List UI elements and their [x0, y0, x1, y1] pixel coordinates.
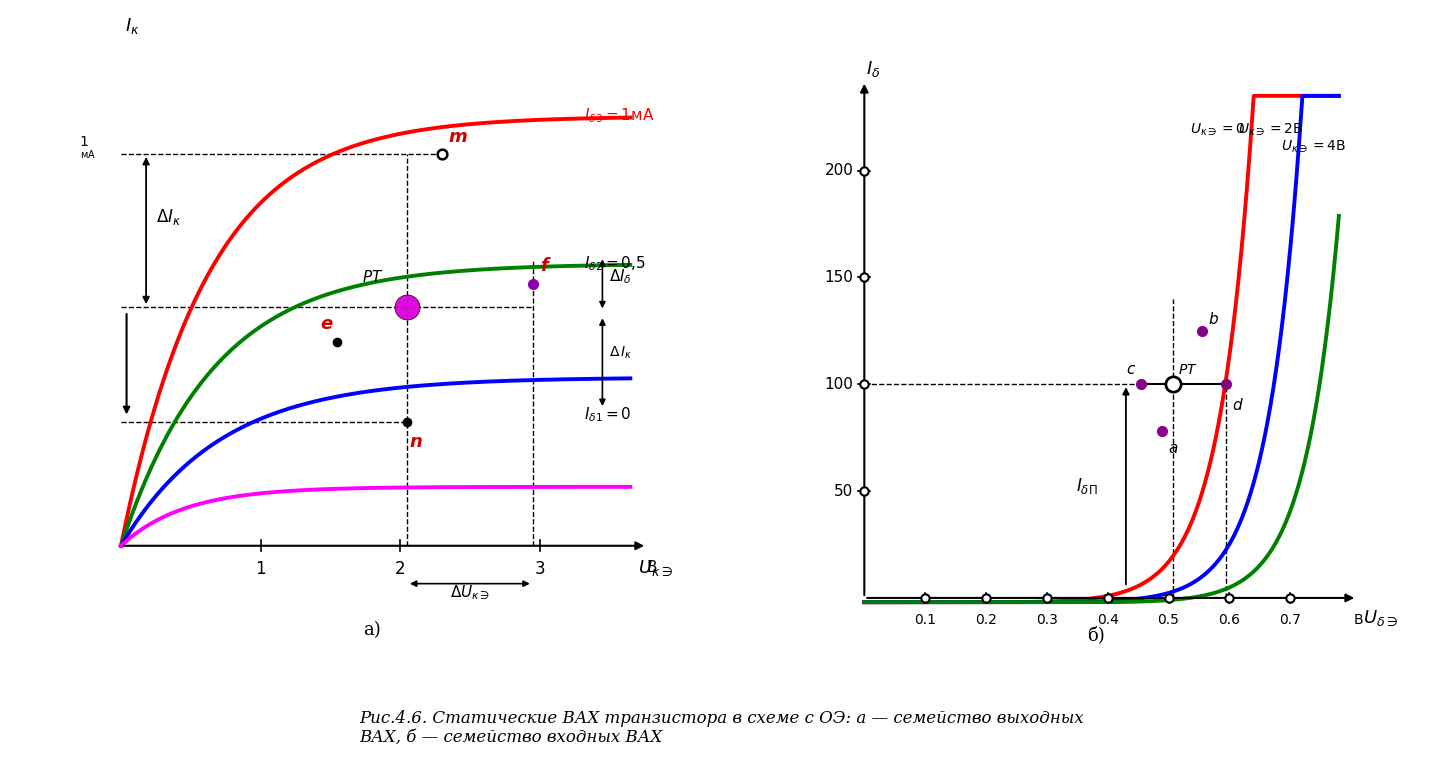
Text: $\Delta I_{\kappa}$: $\Delta I_{\kappa}$ — [156, 207, 180, 227]
Text: $U_{\kappa\ni}=2\mathsf{В}$: $U_{\kappa\ni}=2\mathsf{В}$ — [1238, 121, 1303, 137]
Text: б): б) — [1087, 625, 1104, 644]
Text: В: В — [646, 560, 657, 575]
Text: $1$: $1$ — [78, 134, 88, 149]
Text: 0.7: 0.7 — [1280, 613, 1302, 627]
Text: $I_{\delta}$: $I_{\delta}$ — [866, 58, 880, 79]
Text: $РТ$: $РТ$ — [1179, 363, 1198, 376]
Text: 100: 100 — [824, 376, 853, 392]
Text: d: d — [1232, 398, 1242, 413]
Text: 50: 50 — [834, 483, 853, 499]
Text: 3: 3 — [534, 560, 545, 578]
Text: 150: 150 — [824, 270, 853, 285]
Text: n: n — [410, 433, 423, 451]
Text: m: m — [449, 128, 468, 146]
Text: В: В — [1354, 613, 1364, 627]
Text: $I_{\delta\Pi}$: $I_{\delta\Pi}$ — [1075, 476, 1097, 496]
Text: $_{\mathsf{мА}}$: $_{\mathsf{мА}}$ — [79, 147, 95, 161]
Text: a: a — [1169, 441, 1177, 455]
Text: 0.1: 0.1 — [915, 613, 937, 627]
Text: 0.2: 0.2 — [975, 613, 997, 627]
Text: $U_{\delta\ni}$: $U_{\delta\ni}$ — [1364, 609, 1398, 628]
Text: Рис.4.6. Статические ВАХ транзистора в схеме с ОЭ: а — семейство выходных
ВАХ, б: Рис.4.6. Статические ВАХ транзистора в с… — [359, 710, 1084, 746]
Text: 0.4: 0.4 — [1097, 613, 1118, 627]
Text: $\Delta U_{\kappa\ni}$: $\Delta U_{\kappa\ni}$ — [450, 583, 491, 601]
Text: $I_{\kappa}$: $I_{\kappa}$ — [124, 16, 140, 36]
Text: e: e — [320, 315, 333, 333]
Text: $U_{\kappa\ni}=0$: $U_{\kappa\ni}=0$ — [1190, 121, 1245, 137]
Text: $I_{\delta 3}=1\mathsf{мА}$: $I_{\delta 3}=1\mathsf{мА}$ — [584, 106, 655, 125]
Text: $U_{\kappa\ni}=4\mathsf{В}$: $U_{\kappa\ni}=4\mathsf{В}$ — [1281, 138, 1346, 153]
Text: b: b — [1208, 313, 1218, 327]
Text: 2: 2 — [395, 560, 405, 578]
Text: $U_{\kappa\ni}$: $U_{\kappa\ni}$ — [638, 559, 672, 578]
Text: 0.5: 0.5 — [1157, 613, 1179, 627]
Text: 200: 200 — [824, 163, 853, 178]
Text: $РТ$: $РТ$ — [362, 269, 384, 285]
Text: 0.3: 0.3 — [1036, 613, 1058, 627]
Text: c: c — [1127, 361, 1136, 376]
Text: а): а) — [364, 622, 381, 640]
Text: $\Delta\,I_{\kappa}$: $\Delta\,I_{\kappa}$ — [609, 345, 633, 361]
Text: $I_{\delta 2}=0{,}5$: $I_{\delta 2}=0{,}5$ — [584, 254, 646, 272]
Text: $\Delta I_{\delta}$: $\Delta I_{\delta}$ — [609, 268, 632, 286]
Text: 1: 1 — [255, 560, 266, 578]
Text: f: f — [540, 257, 547, 276]
Text: $I_{\delta 1}=0$: $I_{\delta 1}=0$ — [584, 405, 632, 424]
Text: 0.6: 0.6 — [1218, 613, 1241, 627]
